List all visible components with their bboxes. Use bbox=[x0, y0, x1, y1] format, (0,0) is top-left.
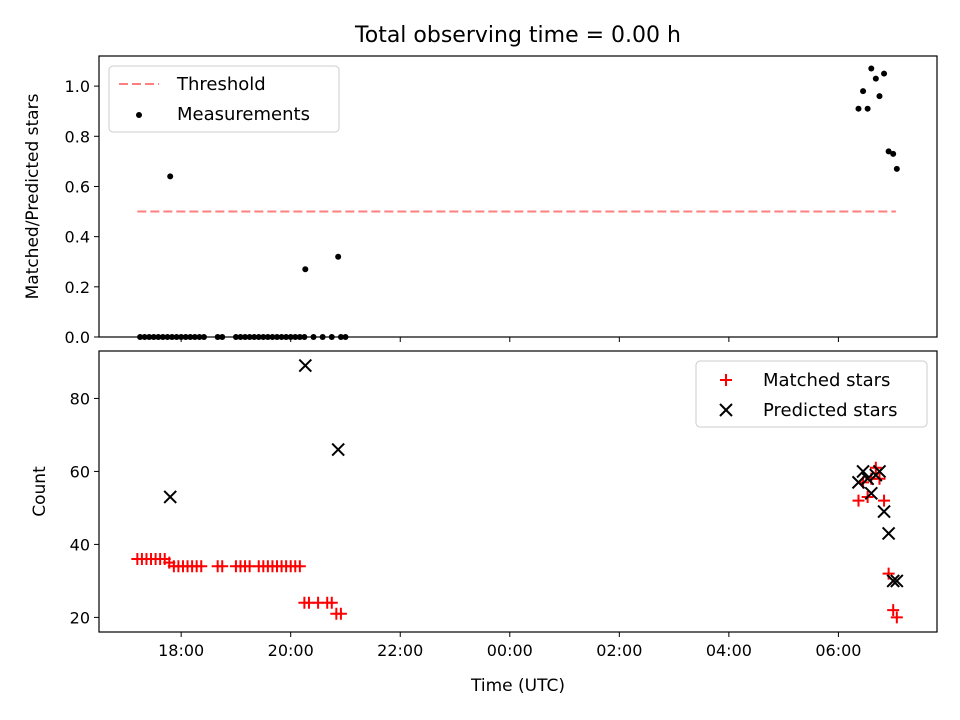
measurement-point bbox=[860, 88, 867, 95]
bottom-xlabel: Time (UTC) bbox=[470, 676, 565, 696]
bottom-xtick-label: 22:00 bbox=[377, 641, 423, 660]
bottom-legend-box bbox=[695, 360, 928, 428]
measurement-point bbox=[885, 148, 892, 155]
top-chart-title: Total observing time = 0.00 h bbox=[354, 23, 681, 48]
predicted-star-point bbox=[851, 475, 866, 490]
top-ytick-label: 0.8 bbox=[65, 127, 90, 146]
bottom-ytick-label: 20 bbox=[70, 608, 90, 627]
bottom-ytick-label: 80 bbox=[70, 389, 90, 408]
legend-threshold-label: Threshold bbox=[176, 74, 266, 95]
measurement-point bbox=[868, 65, 875, 72]
legend-predicted-swatch bbox=[719, 403, 733, 417]
legend-matched-swatch bbox=[720, 374, 732, 386]
top-axes: 0.0 0.2 0.4 0.6 0.8 1.0 Matched/Predicted star… bbox=[23, 55, 938, 347]
bottom-xtick-label: 18:00 bbox=[158, 641, 204, 660]
predicted-star-point bbox=[331, 442, 345, 457]
legend-matched-label: Matched stars bbox=[763, 370, 890, 391]
top-ylabel: Matched/Predicted stars bbox=[23, 93, 43, 299]
bottom-xtick-label: 20:00 bbox=[268, 641, 314, 660]
matched-star-point bbox=[887, 604, 900, 617]
bottom-axes: 20 40 60 80 18:00 20:00 22:00 00:00 02:00 04:00 06… bbox=[30, 350, 938, 696]
measurement-point bbox=[893, 165, 900, 172]
matched-star-point bbox=[325, 596, 338, 609]
predicted-star-point bbox=[881, 526, 896, 541]
top-ytick-label: 0.0 bbox=[65, 328, 90, 347]
predicted-star-point bbox=[864, 486, 878, 501]
bottom-xtick-label: 02:00 bbox=[596, 641, 642, 660]
predicted-star-point bbox=[860, 472, 875, 486]
predicted-star-point bbox=[877, 504, 891, 519]
bottom-ytick-label: 60 bbox=[70, 462, 90, 481]
top-ytick-label: 1.0 bbox=[65, 77, 90, 96]
bottom-xtick-label: 04:00 bbox=[706, 641, 752, 660]
predicted-star-point bbox=[886, 574, 900, 588]
bottom-xtick-label: 00:00 bbox=[487, 641, 533, 660]
measurement-point bbox=[876, 93, 883, 100]
top-ytick-label: 0.2 bbox=[65, 278, 90, 297]
measurement-point bbox=[167, 173, 174, 180]
measurement-point bbox=[881, 70, 888, 77]
bottom-xtick-label: 06:00 bbox=[815, 641, 861, 660]
measurement-point bbox=[864, 105, 871, 112]
bottom-ytick-label: 40 bbox=[70, 535, 90, 554]
measurement-point bbox=[855, 105, 862, 112]
top-axes-frame bbox=[98, 55, 938, 338]
top-legend: Threshold Measurements bbox=[108, 65, 340, 133]
legend-measurements-swatch bbox=[136, 112, 142, 118]
top-ytick-label: 0.6 bbox=[65, 177, 90, 196]
predicted-star-point bbox=[872, 464, 887, 479]
matched-star-point bbox=[890, 611, 903, 624]
predicted-star-point bbox=[298, 358, 313, 373]
matched-star-point bbox=[878, 494, 891, 507]
matched-star-point bbox=[334, 607, 347, 620]
measurement-point bbox=[872, 75, 879, 82]
matched-star-point bbox=[216, 560, 229, 573]
matched-star-point bbox=[195, 560, 208, 573]
bottom-ylabel: Count bbox=[30, 466, 50, 517]
matched-star-point bbox=[852, 494, 865, 507]
predicted-star-point bbox=[856, 464, 870, 479]
top-ytick-label: 0.4 bbox=[65, 228, 90, 247]
measurement-point bbox=[890, 150, 897, 157]
measurement-point bbox=[335, 253, 342, 260]
measurement-point bbox=[302, 266, 309, 273]
predicted-star-point bbox=[163, 490, 177, 504]
legend-predicted-label: Predicted stars bbox=[763, 400, 897, 421]
bottom-axes-frame bbox=[98, 350, 938, 633]
top-legend-box bbox=[108, 65, 340, 133]
predicted-star-point bbox=[890, 574, 904, 588]
matched-star-point bbox=[293, 560, 306, 573]
bottom-legend: Matched stars Predicted stars bbox=[695, 360, 928, 428]
legend-measurements-label: Measurements bbox=[177, 104, 310, 125]
